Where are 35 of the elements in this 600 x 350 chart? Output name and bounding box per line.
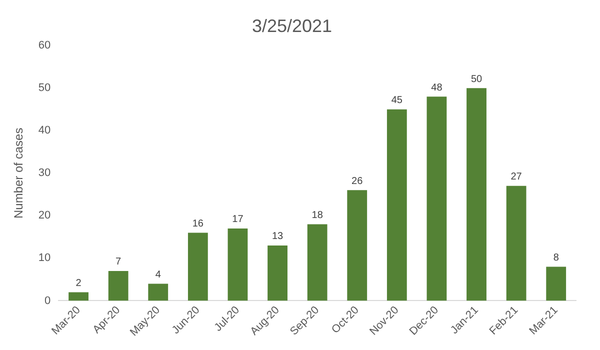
bar bbox=[68, 292, 88, 301]
data-label: 16 bbox=[192, 218, 204, 230]
y-tick-label: 10 bbox=[38, 252, 51, 264]
bar bbox=[546, 266, 566, 301]
y-tick-label: 50 bbox=[38, 82, 51, 94]
chart-title: 3/25/2021 bbox=[252, 16, 332, 36]
y-tick-label: 40 bbox=[38, 124, 51, 137]
bar bbox=[386, 109, 407, 301]
bar bbox=[466, 88, 486, 301]
data-label: 17 bbox=[232, 214, 244, 226]
bar bbox=[188, 232, 208, 301]
bar bbox=[228, 228, 248, 301]
bar bbox=[268, 245, 288, 301]
data-label: 2 bbox=[76, 278, 82, 289]
y-tick-label: 20 bbox=[38, 210, 51, 222]
bar bbox=[307, 224, 328, 301]
data-label: 26 bbox=[352, 176, 364, 187]
bar bbox=[347, 190, 368, 301]
data-label: 7 bbox=[116, 256, 122, 268]
data-label: 18 bbox=[312, 210, 324, 221]
y-tick-label: 30 bbox=[38, 167, 51, 180]
data-label: 50 bbox=[470, 74, 483, 85]
y-axis-title: Number of cases bbox=[12, 128, 26, 219]
bar bbox=[148, 284, 168, 301]
bar bbox=[108, 270, 128, 301]
data-label: 27 bbox=[510, 172, 522, 183]
y-tick-label: 0 bbox=[44, 294, 51, 307]
data-label: 8 bbox=[553, 252, 560, 264]
data-label: 13 bbox=[272, 231, 284, 242]
y-tick-label: 60 bbox=[38, 40, 51, 52]
data-label: 4 bbox=[155, 269, 162, 280]
data-label: 48 bbox=[431, 82, 443, 94]
bar bbox=[506, 186, 526, 301]
bar bbox=[426, 96, 447, 301]
data-label: 45 bbox=[391, 95, 403, 106]
